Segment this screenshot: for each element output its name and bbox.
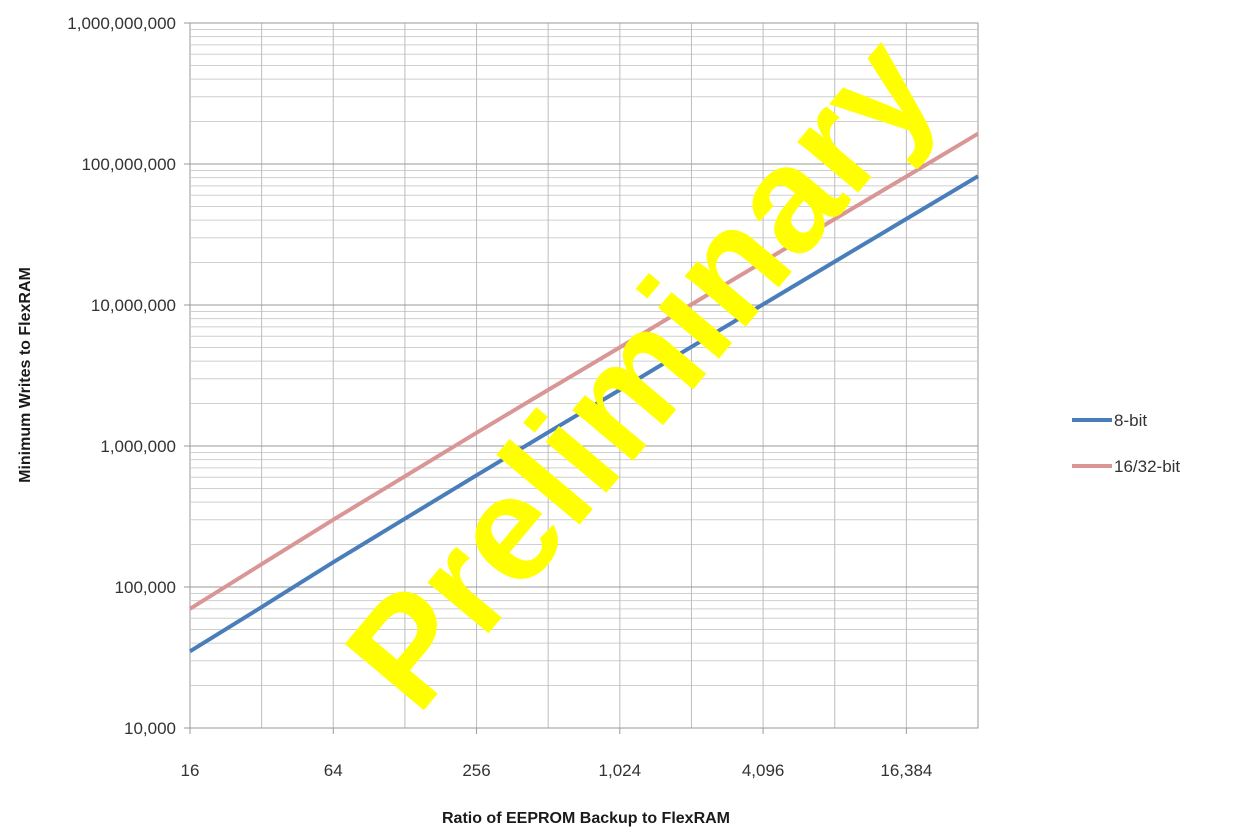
y-axis-title: Minimum Writes to FlexRAM (17, 267, 34, 483)
y-tick-label: 10,000 (124, 719, 176, 738)
major-gridlines (184, 22, 978, 729)
series-line-8-bit (188, 174, 980, 654)
y-tick-label: 100,000 (115, 578, 176, 597)
x-tick-label: 16,384 (880, 761, 932, 780)
x-axis-tick-labels: 16 64 256 1,024 4,096 16,384 (181, 728, 932, 780)
x-tick-label: 1,024 (599, 761, 642, 780)
y-axis-tick-labels: 10,000 100,000 1,000,000 10,000,000 100,000,… (67, 14, 176, 738)
x-tick-label: 256 (462, 761, 490, 780)
legend-label: 16/32-bit (1114, 457, 1180, 476)
legend: 8-bit 16/32-bit (1072, 411, 1180, 476)
x-tick-label: 4,096 (742, 761, 785, 780)
y-tick-label: 100,000,000 (81, 155, 176, 174)
legend-label: 8-bit (1114, 411, 1147, 430)
series-lines (188, 131, 980, 654)
y-tick-label: 1,000,000 (100, 437, 176, 456)
plot-border (189, 22, 979, 729)
y-tick-label: 10,000,000 (91, 296, 176, 315)
x-tick-label: 16 (181, 761, 200, 780)
plot-area (189, 22, 979, 729)
x-tick-label: 64 (324, 761, 343, 780)
y-tick-label: 1,000,000,000 (67, 14, 176, 33)
minor-gridlines (190, 23, 978, 728)
x-axis-title: Ratio of EEPROM Backup to FlexRAM (442, 810, 730, 827)
series-line-16-32-bit (188, 131, 980, 611)
